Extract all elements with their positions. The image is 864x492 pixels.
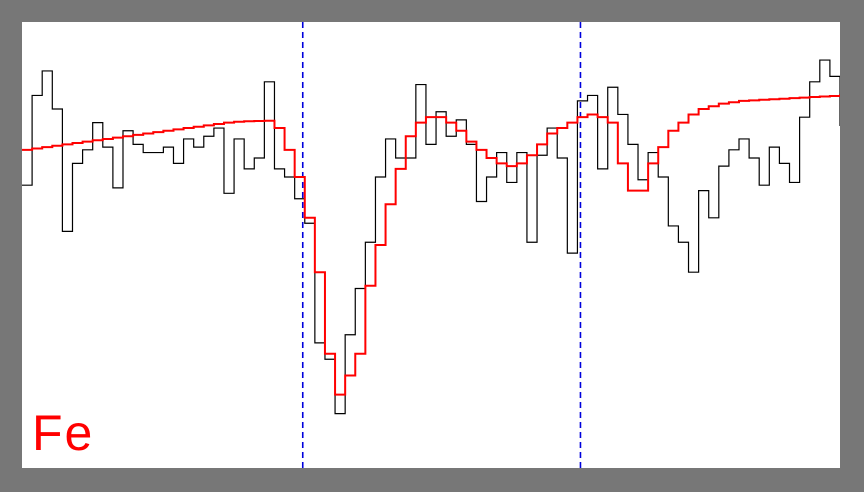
observed-spectrum-line (22, 59, 840, 415)
model-fit-line (22, 94, 840, 396)
spectrum-chart (22, 22, 840, 468)
plot-frame: Fe (22, 22, 840, 468)
element-label: Fe (32, 405, 95, 461)
